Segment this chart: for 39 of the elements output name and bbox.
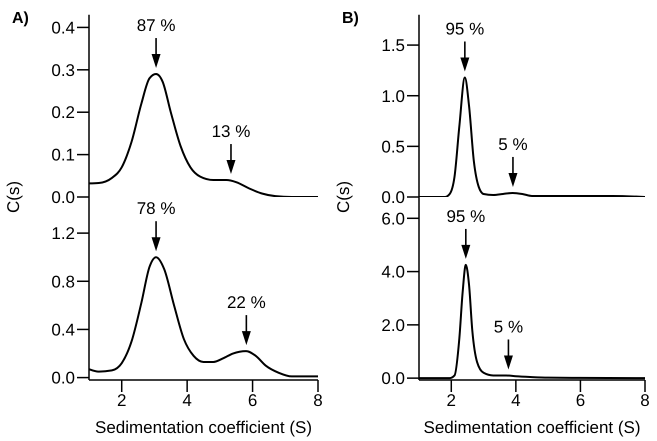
x-tick-label: 8 <box>313 391 323 410</box>
x-tick-label: 2 <box>116 391 126 410</box>
y-tick-label: 0.3 <box>51 60 75 80</box>
y-tick-label: 0.8 <box>51 272 75 292</box>
y-tick-label: 1.2 <box>51 224 75 244</box>
annotation: 5 % <box>498 134 528 154</box>
x-tick-label: 6 <box>248 391 258 410</box>
chart-title: A) <box>12 10 29 28</box>
x-tick-label: 6 <box>576 391 586 410</box>
y-axis-title: C(s) <box>334 180 354 214</box>
x-axis-title: Sedimentation coefficient (S) <box>423 418 641 437</box>
y-tick-label: 0.4 <box>51 18 75 38</box>
annotation: 78 % <box>136 199 176 218</box>
y-tick-label: 0.0 <box>381 369 405 388</box>
y-tick-label: 6.0 <box>381 209 405 228</box>
y-tick-label: 1.5 <box>381 36 405 56</box>
annotation: 95 % <box>446 206 486 226</box>
y-tick-label: 1.0 <box>381 86 405 106</box>
annotation: 22 % <box>226 293 266 312</box>
chart-title: B) <box>342 10 359 28</box>
y-tick-label: 0.4 <box>51 320 75 340</box>
annotation: 95 % <box>445 19 484 38</box>
x-tick-label: 2 <box>446 391 456 410</box>
y-tick-label: 2.0 <box>381 316 405 335</box>
y-tick-label: 0.0 <box>51 188 75 208</box>
annotation: 13 % <box>212 122 250 142</box>
y-tick-label: 0.0 <box>51 368 75 388</box>
annotation: 5 % <box>494 317 524 336</box>
x-tick-label: 4 <box>511 391 521 410</box>
y-tick-label: 4.0 <box>381 262 405 282</box>
x-axis-title: Sedimentation coefficient (S) <box>94 418 312 437</box>
y-tick-label: 0.2 <box>51 103 75 122</box>
annotation: 87 % <box>136 16 176 36</box>
y-tick-label: 0.0 <box>381 188 405 208</box>
x-tick-label: 8 <box>640 391 650 410</box>
y-tick-label: 0.5 <box>381 137 405 156</box>
y-tick-label: 0.1 <box>51 146 75 165</box>
y-axis-title: C(s) <box>4 180 24 214</box>
x-tick-label: 4 <box>182 391 192 410</box>
